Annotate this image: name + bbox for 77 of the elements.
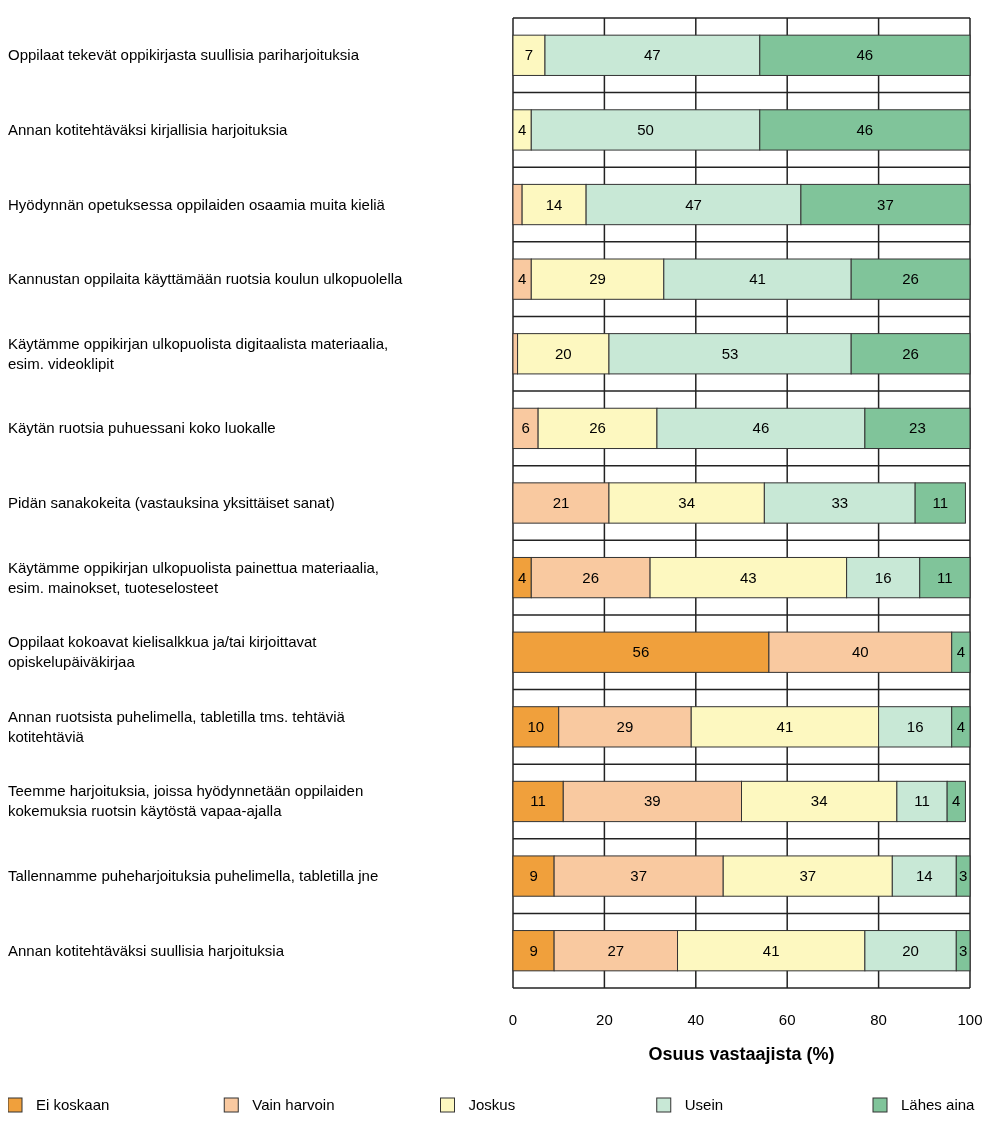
data-label: 16 — [906, 717, 924, 735]
y-tick-label: Hyödynnän opetuksessa oppilaiden osaamia muita kieliä — [8, 195, 386, 213]
data-label: 9 — [529, 867, 538, 885]
data-label: 29 — [616, 717, 634, 735]
data-label: 34 — [810, 792, 828, 810]
data-label: 26 — [582, 568, 600, 586]
data-label: 46 — [752, 419, 770, 437]
y-tick-label: Oppilaat kokoavat kielisalkkua ja/tai kirjoittavat opiskelupäiväkirjaa — [8, 633, 318, 671]
data-label: 26 — [902, 344, 919, 362]
y-tick-label: Oppilaat tekevät oppikirjasta suullisia pariharjoituksia — [8, 46, 360, 64]
data-label: 4 — [956, 643, 966, 661]
legend-label: Vain harvoin — [252, 1096, 335, 1113]
data-label: 37 — [877, 195, 894, 213]
y-tick-label: Käytämme oppikirjan ulkopuolista painettua materiaalia, esim. mainokset, tuoteselosteet — [8, 558, 380, 596]
data-label: 26 — [589, 419, 606, 437]
data-label: 16 — [874, 568, 892, 586]
data-label: 34 — [678, 494, 695, 511]
data-label: 4 — [517, 120, 527, 138]
y-tick-label: Käytän ruotsia puhuessani koko luokalle — [8, 419, 276, 437]
data-label: 9 — [529, 941, 538, 959]
data-label: 50 — [637, 120, 654, 138]
data-label: 4 — [517, 568, 527, 586]
legend-label: Joskus — [468, 1096, 516, 1113]
data-label: 11 — [932, 494, 949, 511]
x-tick-label: 60 — [778, 1011, 796, 1028]
data-label: 37 — [630, 867, 648, 885]
data-label: 11 — [914, 792, 930, 810]
x-tick-label: 0 — [508, 1011, 518, 1028]
data-label: 4 — [517, 270, 527, 288]
data-label: 46 — [856, 120, 874, 138]
data-label: 11 — [937, 568, 953, 586]
y-tick-label: Annan kotitehtäväksi kirjallisia harjoituksia — [8, 120, 288, 138]
legend-label: Usein — [684, 1096, 724, 1113]
data-label: 20 — [554, 344, 572, 362]
data-label: 43 — [740, 568, 757, 586]
data-label: 14 — [545, 195, 563, 213]
data-label: 23 — [909, 419, 926, 437]
data-label: 41 — [762, 941, 780, 959]
data-label: 39 — [644, 792, 661, 810]
x-tick-label: 100 — [957, 1011, 983, 1028]
data-label: 3 — [958, 941, 968, 959]
data-label: 56 — [632, 643, 650, 661]
y-tick-label: Kannustan oppilaita käyttämään ruotsia koulun ulkopuolella — [8, 270, 404, 288]
x-tick-label: 40 — [687, 1011, 705, 1028]
y-tick-label: Pidän sanakokeita (vastauksina yksittäiset sanat) — [8, 494, 335, 511]
data-label: 46 — [856, 46, 874, 64]
x-tick-label: 20 — [596, 1011, 613, 1028]
x-axis-title: Osuus vastaajista (%) — [648, 1044, 835, 1064]
data-label: 20 — [902, 941, 919, 959]
y-tick-label: Teemme harjoituksia, joissa hyödynnetään oppilaiden kokemuksia ruotsin käytöstä vapaa-ajalla — [8, 782, 364, 820]
data-label: 33 — [831, 494, 849, 511]
data-label: 41 — [776, 717, 794, 735]
y-tick-label: Annan ruotsista puhelimella, tabletilla tms. tehtäviä kotitehtäviä — [8, 707, 346, 745]
data-label: 4 — [952, 792, 961, 810]
data-label: 47 — [644, 46, 661, 64]
data-label: 40 — [851, 643, 869, 661]
y-tick-label: Käytämme oppikirjan ulkopuolista digitaalista materiaalia, esim. videoklipit — [8, 334, 389, 372]
data-label: 47 — [685, 195, 702, 213]
y-tick-label: Tallennamme puheharjoituksia puhelimella, tabletilla jne — [8, 867, 379, 885]
data-label: 53 — [721, 344, 739, 362]
data-label: 14 — [915, 867, 933, 885]
x-tick-label: 80 — [870, 1011, 887, 1028]
legend-label: Lähes aina — [901, 1096, 976, 1113]
data-label: 10 — [527, 717, 545, 735]
data-label: 29 — [589, 270, 606, 288]
data-label: 41 — [749, 270, 766, 288]
y-tick-label: Annan kotitehtäväksi suullisia harjoituksia — [8, 941, 285, 959]
data-label: 6 — [521, 419, 530, 437]
data-label: 37 — [799, 867, 817, 885]
data-label: 4 — [956, 717, 966, 735]
data-label: 7 — [524, 46, 534, 64]
legend-label: Ei koskaan — [36, 1096, 110, 1113]
data-label: 3 — [958, 867, 968, 885]
data-label: 21 — [552, 494, 570, 511]
data-label: 11 — [530, 792, 546, 810]
data-label: 26 — [902, 270, 919, 288]
data-label: 27 — [607, 941, 625, 959]
